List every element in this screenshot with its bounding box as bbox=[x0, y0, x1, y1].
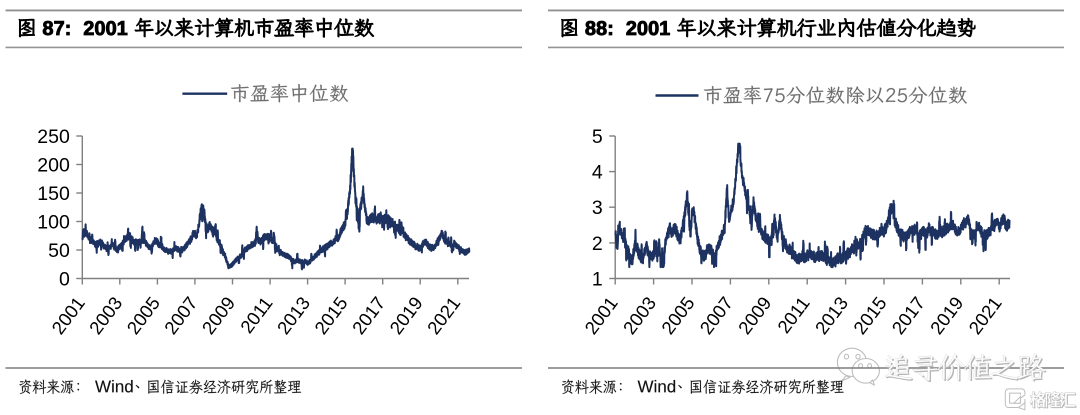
svg-text:1: 1 bbox=[592, 268, 603, 290]
svg-text:0: 0 bbox=[59, 268, 70, 290]
svg-text:5: 5 bbox=[592, 126, 603, 148]
svg-text:100: 100 bbox=[37, 211, 70, 233]
svg-text:250: 250 bbox=[37, 126, 70, 148]
svg-text:4: 4 bbox=[592, 162, 603, 184]
svg-text:200: 200 bbox=[37, 154, 70, 176]
svg-text:50: 50 bbox=[48, 240, 70, 262]
svg-text:150: 150 bbox=[37, 183, 70, 205]
svg-text:2: 2 bbox=[592, 233, 603, 255]
svg-text:3: 3 bbox=[592, 197, 603, 219]
